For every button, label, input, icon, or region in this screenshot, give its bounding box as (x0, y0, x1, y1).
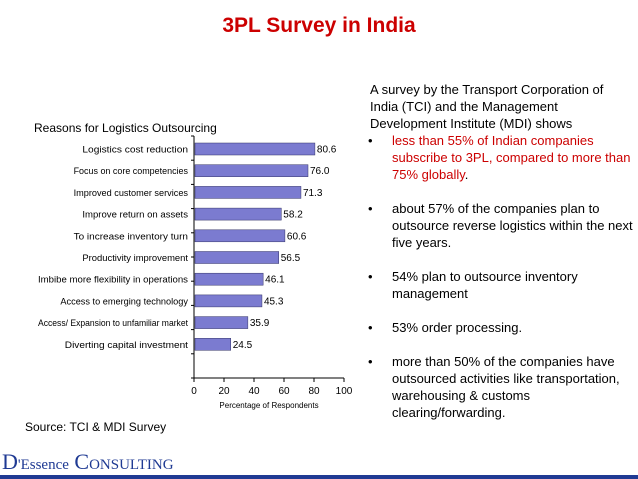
category-label: To increase inventory turn (74, 231, 188, 241)
bar-value-label: 56.5 (281, 253, 301, 264)
bar (194, 338, 231, 351)
bar-value-label: 60.6 (287, 231, 307, 242)
x-tick-label: 60 (278, 386, 290, 397)
bullet-item: • 54% plan to outsource inventory manage… (362, 268, 634, 302)
bar (194, 164, 309, 177)
bar-value-label: 24.5 (233, 340, 253, 351)
category-label: Diverting capital investment (65, 340, 189, 350)
logo-d: D (2, 449, 18, 474)
bar (194, 229, 286, 243)
survey-text-panel: A survey by the Transport Corporation of… (362, 81, 634, 421)
bullet-item: • 53% order processing. (362, 319, 634, 336)
bar (194, 142, 316, 156)
category-label: Imbibe more flexibility in operations (38, 275, 189, 285)
category-label: Productivity improvement (82, 253, 188, 263)
category-label: Logistics cost reduction (82, 145, 188, 155)
bullet-symbol: • (368, 201, 373, 216)
bar (194, 316, 249, 329)
category-label: Access/ Expansion to unfamiliar market (38, 318, 188, 328)
bar (194, 272, 264, 286)
x-tick-label: 0 (191, 386, 197, 397)
survey-intro: A survey by the Transport Corporation of… (370, 82, 604, 131)
bullet-item: • less than 55% of Indian companies subs… (362, 132, 634, 183)
bullet-symbol: • (368, 354, 373, 369)
bar-value-label: 80.6 (317, 145, 337, 156)
company-logo: D'Essence CONSULTING (2, 449, 174, 475)
bar (194, 251, 279, 264)
bullet-item: • about 57% of the companies plan to out… (362, 200, 634, 251)
footer-divider (0, 475, 638, 479)
survey-bullets: • less than 55% of Indian companies subs… (362, 132, 634, 421)
bar-value-label: 45.3 (264, 296, 284, 307)
category-label: Improve return on assets (82, 210, 188, 220)
logo-c: C (74, 449, 90, 474)
bar-value-label: 46.1 (265, 275, 285, 286)
category-label: Improved customer services (74, 188, 189, 198)
bullet-text: more than 50% of the companies have outs… (392, 354, 620, 420)
x-tick-label: 80 (308, 386, 320, 397)
bullet-symbol: • (368, 269, 373, 284)
bar (194, 294, 263, 308)
bullet-text: 53% order processing. (392, 320, 523, 335)
bullet-symbol: • (368, 133, 373, 148)
x-axis-label: Percentage of Respondents (219, 401, 318, 410)
bar (194, 186, 302, 199)
bullet-text: about 57% of the companies plan to outso… (392, 201, 633, 250)
bullet-item: • more than 50% of the companies have ou… (362, 353, 634, 421)
page-title: 3PL Survey in India (222, 14, 416, 37)
x-tick-label: 100 (336, 386, 353, 397)
bar-value-label: 58.2 (283, 210, 303, 221)
bar-value-label: 71.3 (303, 188, 323, 199)
bullet-tail: . (464, 167, 469, 182)
chart-label: Reasons for Logistics Outsourcing (34, 121, 217, 135)
logo-onsulting: ONSULTING (89, 457, 174, 473)
x-tick-label: 20 (218, 386, 230, 397)
bullet-text: 54% plan to outsource inventory manageme… (392, 269, 578, 301)
bullet-text: less than 55% of Indian companies subscr… (392, 133, 631, 182)
bar (194, 207, 282, 221)
source-note: Source: TCI & MDI Survey (25, 420, 167, 434)
x-tick-label: 40 (248, 386, 260, 397)
bar-value-label: 35.9 (250, 318, 270, 329)
category-label: Access to emerging technology (60, 296, 188, 306)
category-label: Focus on core competencies (74, 166, 189, 176)
bar-value-label: 76.0 (310, 166, 330, 177)
bullet-symbol: • (368, 320, 373, 335)
logo-essence: 'Essence (17, 457, 69, 473)
